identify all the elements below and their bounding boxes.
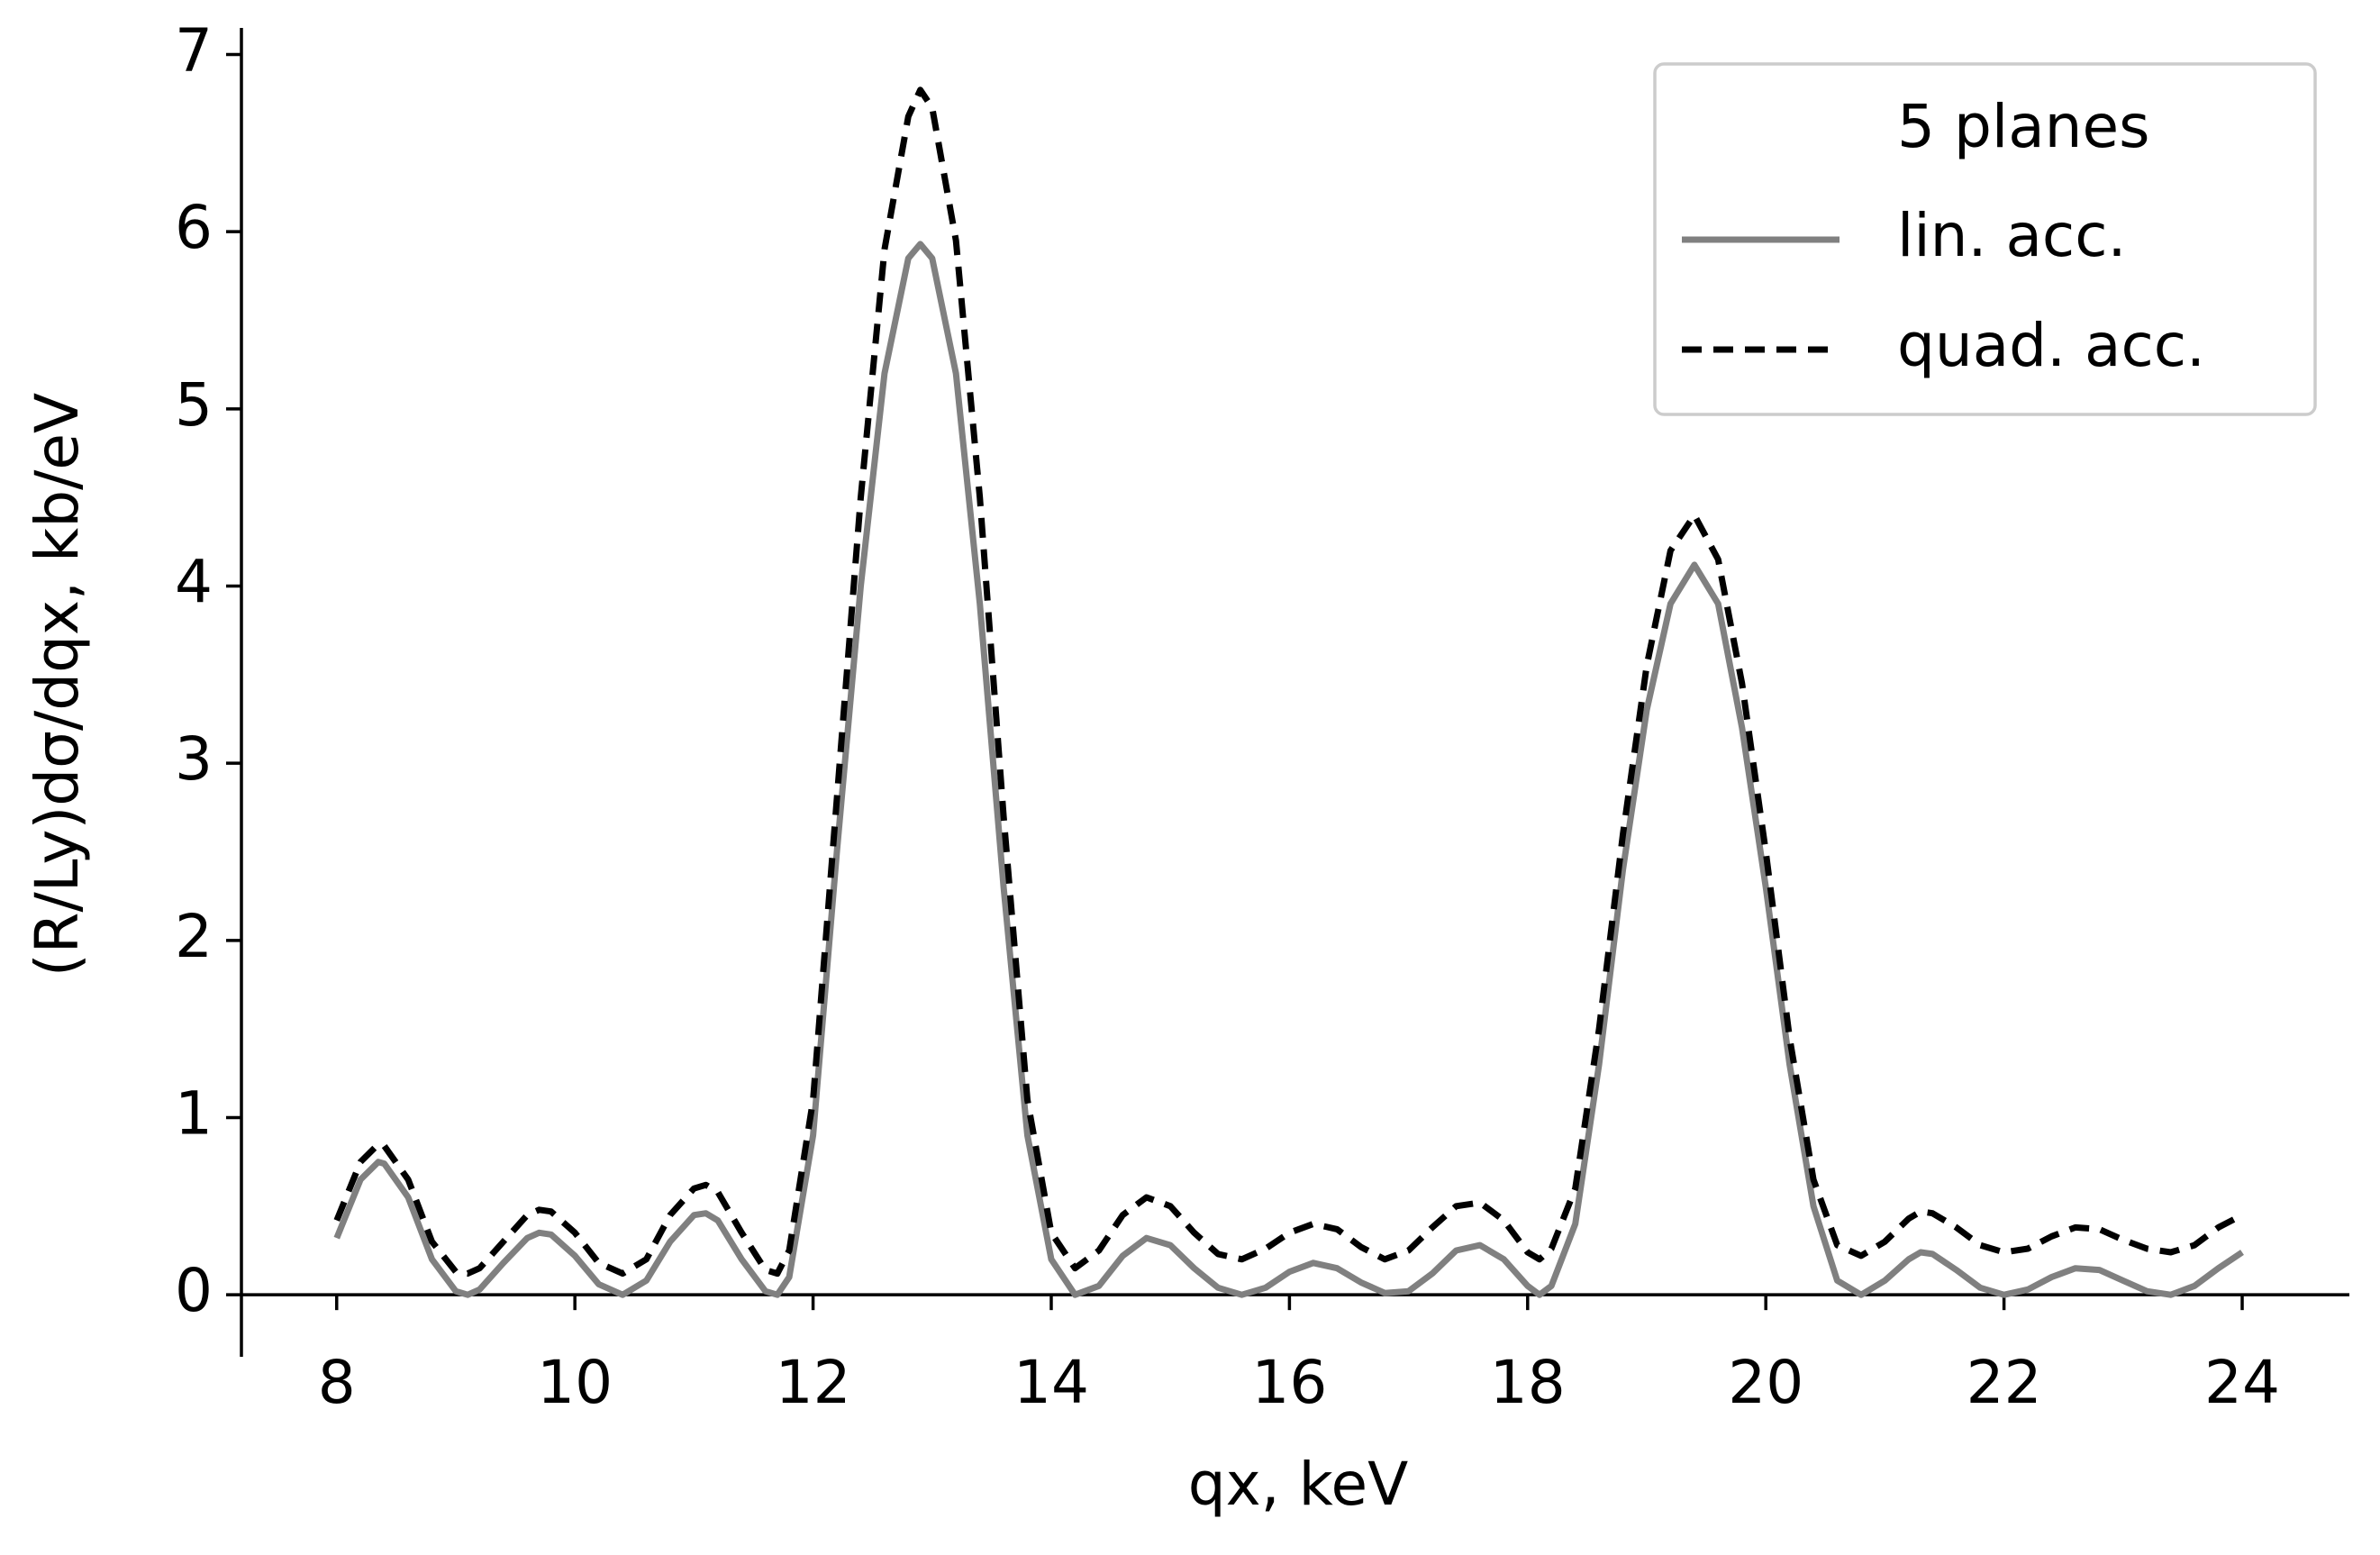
y-tick-label: 7 <box>175 16 213 86</box>
data-line <box>333 241 2244 1298</box>
y-tick-label: 5 <box>175 370 213 440</box>
legend-box <box>1653 62 2317 416</box>
legend-title: 5 planes <box>1897 92 2149 161</box>
x-tick-label: 10 <box>537 1348 613 1417</box>
y-tick-label: 3 <box>175 724 213 794</box>
y-tick-label: 6 <box>175 193 213 262</box>
data-line <box>333 86 2244 1278</box>
x-tick-label: 24 <box>2204 1348 2280 1417</box>
y-tick-label: 1 <box>175 1079 213 1149</box>
y-axis-label: (R/Ly)dσ/dqx, kb/eV <box>23 393 92 977</box>
x-tick-label: 18 <box>1490 1348 1566 1417</box>
legend-label: quad. acc. <box>1897 311 2205 380</box>
x-tick-label: 12 <box>776 1348 851 1417</box>
x-tick-label: 20 <box>1728 1348 1803 1417</box>
legend-label: lin. acc. <box>1897 201 2126 270</box>
y-tick-label: 4 <box>175 548 213 617</box>
x-tick-label: 14 <box>1013 1348 1089 1417</box>
y-tick-label: 0 <box>175 1256 213 1325</box>
x-axis-label: qx, keV <box>1188 1450 1409 1519</box>
x-tick-label: 16 <box>1251 1348 1327 1417</box>
x-tick-label: 8 <box>318 1348 356 1417</box>
y-tick-label: 2 <box>175 902 213 971</box>
x-tick-label: 22 <box>1967 1348 2042 1417</box>
